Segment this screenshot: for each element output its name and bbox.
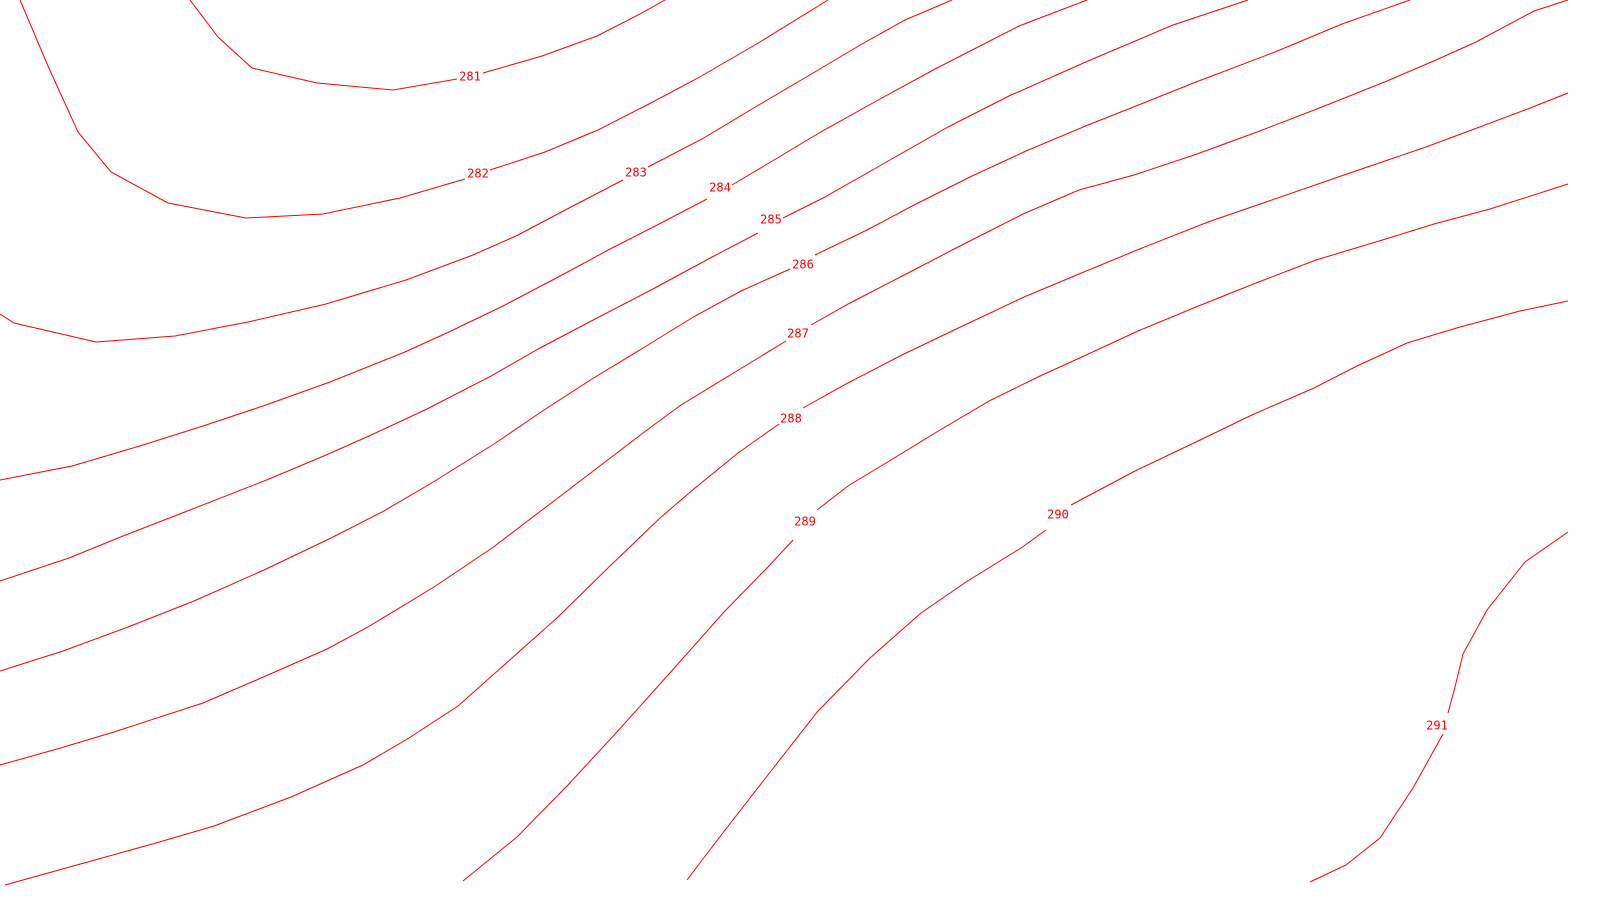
contour-283	[0, 0, 953, 343]
contour-label-290: 290	[1047, 508, 1069, 522]
contour-label-288: 288	[780, 412, 802, 426]
contour-284	[0, 0, 1088, 481]
contour-labels-layer: 281 282 283 284 285 286 287 288 289 290 291	[459, 70, 1448, 733]
contour-290	[686, 300, 1569, 881]
contour-lines-layer	[0, 0, 1569, 886]
contour-line-286-segment-1	[0, 268, 791, 672]
contour-288	[4, 92, 1569, 886]
contour-line-284-segment-1	[0, 198, 708, 481]
contour-line-284-segment-2	[731, 0, 1088, 186]
contour-line-283-segment-1	[0, 179, 624, 343]
contour-291	[1309, 531, 1569, 883]
contour-line-281-segment-1	[189, 0, 458, 91]
contour-label-291: 291	[1426, 719, 1448, 733]
contour-line-285-segment-2	[782, 0, 1249, 219]
contour-line-288-segment-1	[4, 423, 780, 886]
contour-line-281-segment-2	[482, 0, 666, 74]
contour-label-282: 282	[467, 167, 489, 181]
contour-281	[189, 0, 666, 91]
contour-line-287-segment-2	[810, 0, 1569, 326]
contour-label-285: 285	[760, 213, 782, 227]
contour-line-289-segment-1	[462, 539, 794, 882]
contour-line-282-segment-1	[19, 0, 466, 219]
contour-label-289: 289	[794, 515, 816, 529]
contour-line-286-segment-2	[814, 0, 1411, 256]
contour-line-290-segment-2	[1070, 300, 1569, 506]
contour-285	[0, 0, 1249, 582]
contour-line-289-segment-2	[816, 183, 1569, 511]
contour-label-284: 284	[709, 181, 731, 195]
contour-line-291-segment-2	[1447, 531, 1569, 714]
contour-label-286: 286	[792, 258, 814, 272]
contour-line-287-segment-1	[0, 340, 787, 766]
contour-287	[0, 0, 1569, 766]
contour-line-283-segment-2	[647, 0, 953, 168]
contour-label-287: 287	[787, 327, 809, 341]
contour-label-281: 281	[459, 70, 481, 84]
contour-line-282-segment-2	[489, 0, 829, 171]
contour-286	[0, 0, 1411, 672]
contour-line-288-segment-2	[802, 92, 1569, 409]
contour-label-283: 283	[625, 166, 647, 180]
contour-289	[462, 183, 1569, 882]
contour-line-285-segment-1	[0, 232, 759, 582]
contour-line-291-segment-1	[1309, 733, 1444, 883]
contour-line-290-segment-1	[686, 529, 1047, 881]
contour-282	[19, 0, 829, 219]
